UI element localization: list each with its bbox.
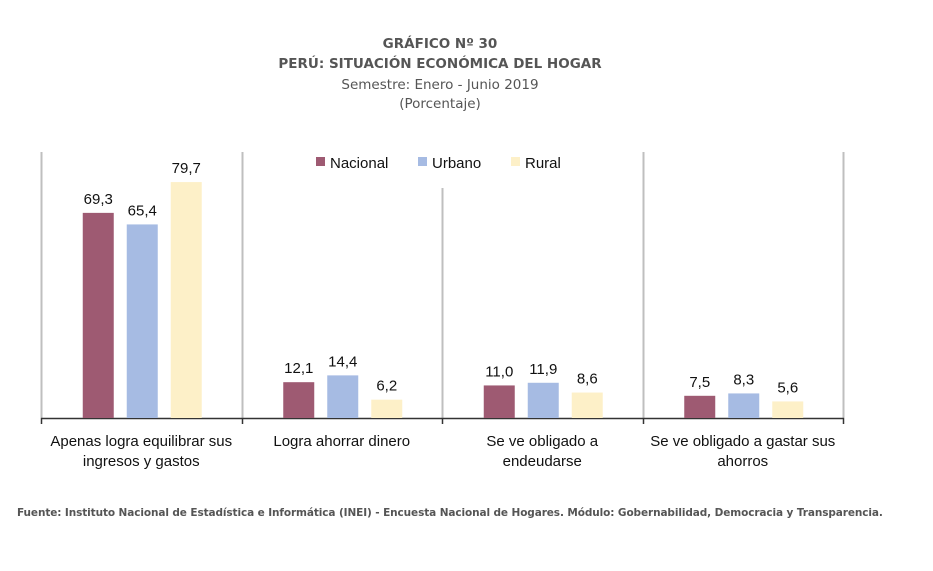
category-label: Se ve obligado a — [486, 433, 598, 450]
bar-nacional — [82, 212, 114, 418]
data-label: 11,0 — [485, 363, 513, 380]
data-label: 8,6 — [577, 371, 598, 388]
category-label: Se ve obligado a gastar sus — [650, 433, 835, 450]
category-label: ahorros — [717, 453, 768, 470]
bar-urbano — [728, 393, 760, 418]
data-label: 11,9 — [529, 361, 557, 378]
category-label: ingresos y gastos — [83, 453, 200, 470]
data-label: 69,3 — [84, 191, 113, 208]
data-label: 65,4 — [128, 202, 157, 219]
source-note: Fuente: Instituto Nacional de Estadístic… — [17, 507, 883, 519]
data-label: 6,2 — [376, 378, 397, 395]
legend-swatch-urbano — [418, 157, 427, 166]
category-label: Apenas logra equilibrar sus — [50, 433, 232, 450]
data-label: 79,7 — [172, 160, 201, 177]
bar-rural — [371, 399, 403, 418]
bar-urbano — [527, 382, 559, 418]
legend-swatch-nacional — [316, 157, 325, 166]
legend-label: Rural — [525, 155, 561, 172]
category-label: Logra ahorrar dinero — [273, 433, 410, 450]
bar-urbano — [327, 375, 359, 418]
category-label: endeudarse — [503, 453, 582, 470]
data-label: 8,3 — [733, 371, 754, 388]
bar-rural — [170, 182, 202, 418]
bar-nacional — [283, 382, 315, 418]
data-label: 14,4 — [328, 353, 357, 370]
legend-label: Nacional — [330, 155, 388, 172]
chart-unit: (Porcentaje) — [399, 96, 481, 112]
bar-rural — [571, 392, 603, 418]
chart-subtitle: Semestre: Enero - Junio 2019 — [341, 77, 539, 93]
bar-nacional — [483, 385, 515, 418]
bar-nacional — [684, 395, 716, 418]
legend-swatch-rural — [511, 157, 520, 166]
data-label: 12,1 — [284, 360, 313, 377]
bar-urbano — [126, 224, 158, 418]
legend-label: Urbano — [432, 155, 481, 172]
chart-title: PERÚ: SITUACIÓN ECONÓMICA DEL HOGAR — [278, 56, 602, 72]
data-label: 7,5 — [689, 374, 710, 391]
chart-number: GRÁFICO Nº 30 — [382, 36, 498, 52]
data-label: 5,6 — [777, 379, 798, 396]
bar-rural — [772, 401, 804, 418]
